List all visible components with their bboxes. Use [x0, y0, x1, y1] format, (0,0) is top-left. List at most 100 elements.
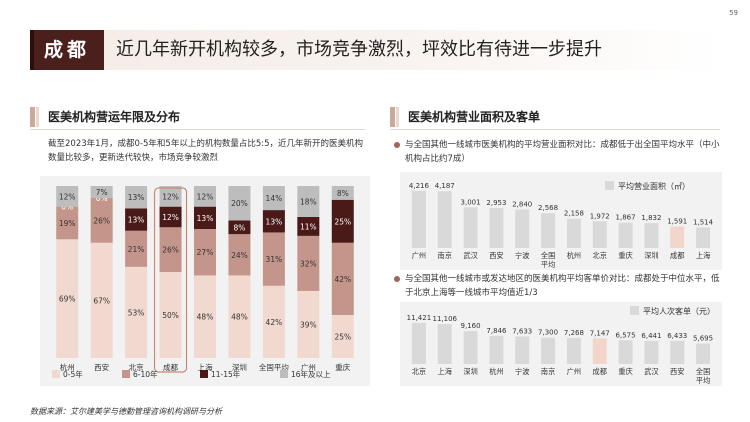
segment-label: 39%: [300, 320, 317, 329]
segment-label: 50%: [162, 311, 179, 320]
segment-label: 12%: [197, 192, 214, 201]
value-label: 2,568: [538, 204, 558, 212]
segment-label: 25%: [334, 217, 351, 226]
x-tick-label: 全国平均: [696, 367, 710, 385]
stacked-segment: [159, 272, 182, 358]
city-tag: 成都: [30, 30, 104, 70]
stacked-segment: [159, 227, 182, 272]
stacked-segment: [297, 186, 320, 217]
value-label: 2,158: [564, 210, 584, 218]
stacked-segment: [331, 186, 354, 200]
legend-label: 11-15年: [211, 369, 241, 379]
stacked-segment: [262, 232, 285, 286]
segment-label: 0%: [61, 203, 73, 212]
bar: [489, 207, 504, 248]
segment-label: 12%: [162, 192, 179, 201]
x-tick-label: 广州: [412, 251, 426, 260]
segment-label: 53%: [128, 308, 145, 317]
bar: [515, 336, 530, 364]
bar: [463, 207, 478, 248]
value-label: 5,695: [693, 334, 713, 342]
spend-chart-panel: 平均人次客单（元） 11,421 北京 11,106 上海 9,160 深圳 7,846 杭州 7…: [400, 302, 722, 386]
area-chart-panel: 平均营业面积（㎡） 4,216 广州 4,187 南京 3,001 武汉 2,953 西安 2,8…: [400, 172, 722, 270]
stacked-segment: [159, 206, 182, 228]
bar: [411, 190, 426, 248]
bar: [437, 324, 452, 364]
bar: [566, 337, 581, 364]
bar: [644, 223, 659, 248]
stacked-segment: [262, 285, 285, 358]
segment-label: 18%: [300, 197, 317, 206]
value-label: 2,953: [486, 199, 506, 207]
bar: [592, 338, 607, 364]
x-tick-label: 全国平均: [541, 251, 555, 269]
section-accent: [390, 107, 395, 127]
legend-swatch: [122, 370, 130, 378]
segment-label: 13%: [128, 216, 145, 225]
segment-label: 25%: [334, 333, 351, 342]
value-label: 6,575: [616, 331, 636, 339]
x-tick-label: 杭州: [60, 362, 75, 372]
stacked-segment: [90, 198, 113, 243]
bullet-area: 与全国其他一线城市医美机构的平均营业面积对比：成都低于出全国平均水平（中小机构占…: [394, 138, 720, 166]
stacked-segment: [262, 210, 285, 233]
legend-swatch: [280, 370, 288, 378]
x-tick-label: 西安: [489, 251, 503, 260]
left-section-header: 医美机构营运年限及分布: [30, 107, 365, 130]
legend-label: 16年及以上: [291, 369, 331, 379]
stacked-segment: [90, 242, 113, 358]
left-section-title: 医美机构营运年限及分布: [48, 110, 181, 124]
x-tick-label: 广州: [567, 367, 581, 376]
segment-label: 67%: [93, 296, 110, 305]
segment-label: 8%: [337, 189, 349, 198]
section-accent-light: [396, 107, 399, 127]
header-banner: 成都 近几年新开机构较多，市场竞争激烈，坪效比有待进一步提升: [30, 30, 720, 70]
stacked-segment: [194, 275, 216, 358]
x-tick-label: 重庆: [335, 362, 350, 372]
bar: [618, 340, 633, 364]
x-tick-label: 西安: [670, 367, 684, 376]
stacked-segment: [331, 315, 354, 358]
segment-label: 13%: [197, 214, 214, 223]
right-section-title: 医美机构营业面积及客单: [408, 110, 541, 124]
x-tick-label: 重庆: [618, 251, 632, 260]
x-tick-label: 成都: [670, 251, 684, 260]
segment-label: 11%: [300, 222, 317, 231]
stacked-segment: [90, 186, 113, 199]
stacked-segment: [228, 234, 251, 276]
legend-label: 平均人次客单（元）: [643, 306, 715, 316]
bar: [592, 221, 607, 248]
x-tick-label: 上海: [438, 367, 452, 376]
x-tick-line: 平均: [696, 376, 710, 385]
legend-swatch: [52, 370, 60, 378]
value-label: 6,441: [641, 332, 661, 340]
legend-label: 6-10年: [133, 369, 158, 379]
stacked-segment: [297, 235, 320, 291]
right-section-header: 医美机构营业面积及客单: [390, 107, 720, 130]
x-tick-label: 北京: [593, 251, 607, 260]
bullet-spend: 与全国其他一线城市或发达地区的医美机构平均客单价对比：成都处于中位水平，低于北京…: [394, 272, 720, 300]
x-tick-label: 成都: [593, 367, 607, 376]
segment-label: 32%: [300, 259, 317, 268]
stacked-segment: [228, 275, 251, 358]
segment-label: 42%: [334, 275, 351, 284]
stacked-segment: [228, 186, 251, 221]
stacked-segment: [331, 242, 354, 315]
page-headline: 近几年新开机构较多，市场竞争激烈，坪效比有待进一步提升: [116, 39, 602, 60]
bar: [541, 213, 556, 248]
bar: [463, 331, 478, 364]
legend-swatch: [605, 181, 614, 190]
x-tick-label: 南京: [438, 251, 452, 260]
x-tick-line: 全国: [541, 251, 555, 260]
x-tick-label: 成都: [163, 362, 178, 372]
stacked-segment: [125, 230, 148, 267]
value-label: 1,972: [590, 212, 610, 220]
x-tick-label: 全国平均: [259, 362, 289, 372]
segment-label: 48%: [231, 313, 248, 322]
stacked-bar-chart: 69%19%0%12%杭州67%26%0%7%西安53%21%13%13%北京5…: [52, 186, 354, 379]
value-label: 9,160: [461, 322, 481, 330]
bullet-dot: [394, 276, 400, 282]
segment-label: 14%: [266, 194, 283, 203]
x-tick-label: 上海: [696, 251, 710, 260]
value-label: 7,633: [512, 328, 532, 336]
